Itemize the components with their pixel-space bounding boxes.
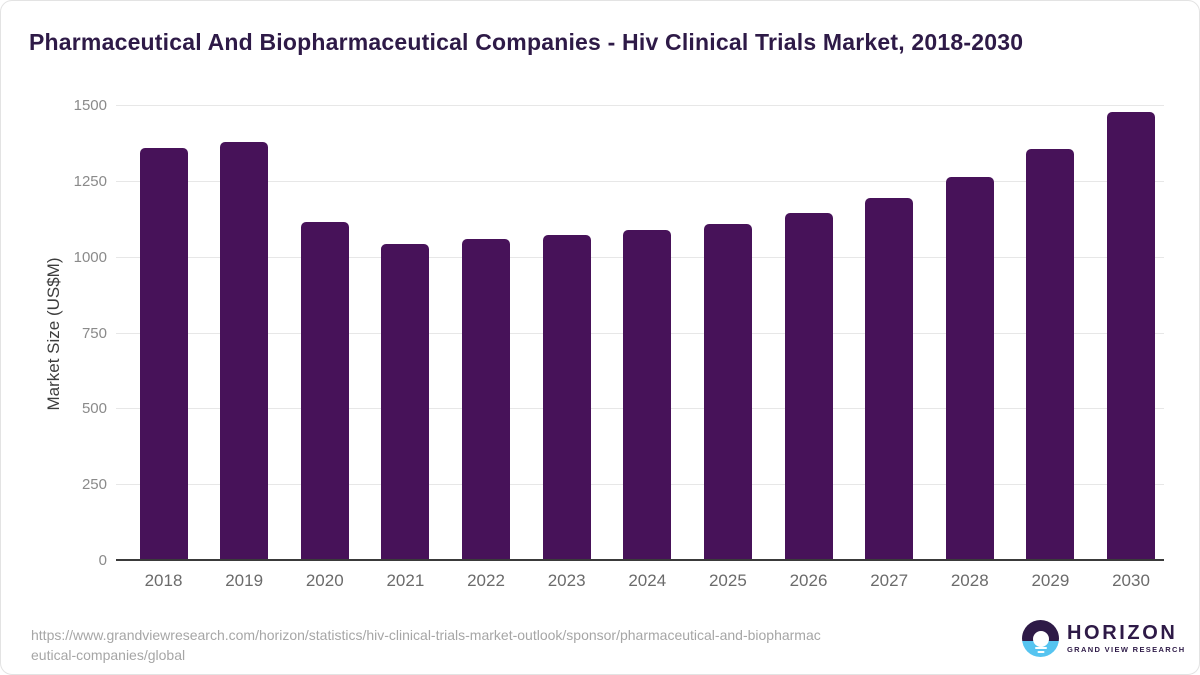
source-url-line1: https://www.grandviewresearch.com/horizo…	[31, 627, 821, 643]
water-line-2	[1037, 650, 1044, 653]
bar-2018	[139, 148, 188, 560]
x-label-2023: 2023	[547, 571, 586, 590]
bar-2024	[623, 229, 672, 560]
x-label-2019: 2019	[225, 571, 264, 590]
bar-2022	[462, 239, 510, 560]
x-label-2029: 2029	[1031, 571, 1070, 590]
logo-tagline: GRAND VIEW RESEARCH	[1067, 645, 1186, 654]
gridline-1500	[116, 105, 1164, 106]
x-label-2026: 2026	[789, 571, 828, 590]
logo-name: HORIZON	[1067, 622, 1178, 644]
bar-2023	[542, 234, 591, 560]
bar-2026	[784, 212, 833, 560]
bar-2025	[703, 224, 752, 560]
bar-2019	[220, 142, 269, 560]
x-label-2030: 2030	[1112, 571, 1150, 590]
y-tick-label-250: 250	[81, 476, 107, 494]
x-axis-line	[116, 559, 1164, 561]
horizon-logo: HORIZON GRAND VIEW RESEARCH	[1022, 620, 1186, 657]
y-tick-label-750: 750	[81, 324, 107, 342]
water-line-1	[1034, 646, 1047, 649]
bar-2020	[300, 222, 349, 560]
x-label-2027: 2027	[870, 571, 909, 590]
chart-title: Pharmaceutical And Biopharmaceutical Com…	[29, 29, 1024, 55]
x-label-2018: 2018	[144, 571, 183, 590]
y-tick-label-1500: 1500	[73, 97, 107, 114]
bar-2030	[1107, 112, 1155, 560]
bar-2028	[945, 176, 994, 560]
logo-text: HORIZON GRAND VIEW RESEARCH	[1067, 623, 1186, 654]
bar-2027	[865, 198, 914, 560]
sun-horizon-icon	[1022, 620, 1059, 657]
y-tick-label-500: 500	[81, 400, 107, 418]
gridline-1250	[116, 180, 1164, 182]
x-label-2020: 2020	[305, 571, 344, 590]
x-label-2022: 2022	[467, 571, 505, 590]
x-label-2021: 2021	[386, 571, 425, 590]
source-url-line2: eutical-companies/global	[31, 647, 186, 663]
y-tick-label-1000: 1000	[73, 248, 107, 266]
y-tick-label-0: 0	[98, 552, 107, 569]
y-tick-label-1250: 1250	[73, 172, 107, 190]
source-url: https://www.grandviewresearch.com/horizo…	[31, 625, 821, 665]
x-label-2024: 2024	[628, 571, 667, 590]
x-label-2025: 2025	[708, 571, 747, 590]
bar-2021	[381, 243, 430, 560]
x-label-2028: 2028	[950, 571, 989, 590]
plot-area	[116, 105, 1164, 561]
sun-shape	[1032, 631, 1049, 647]
bar-2029	[1026, 148, 1075, 560]
